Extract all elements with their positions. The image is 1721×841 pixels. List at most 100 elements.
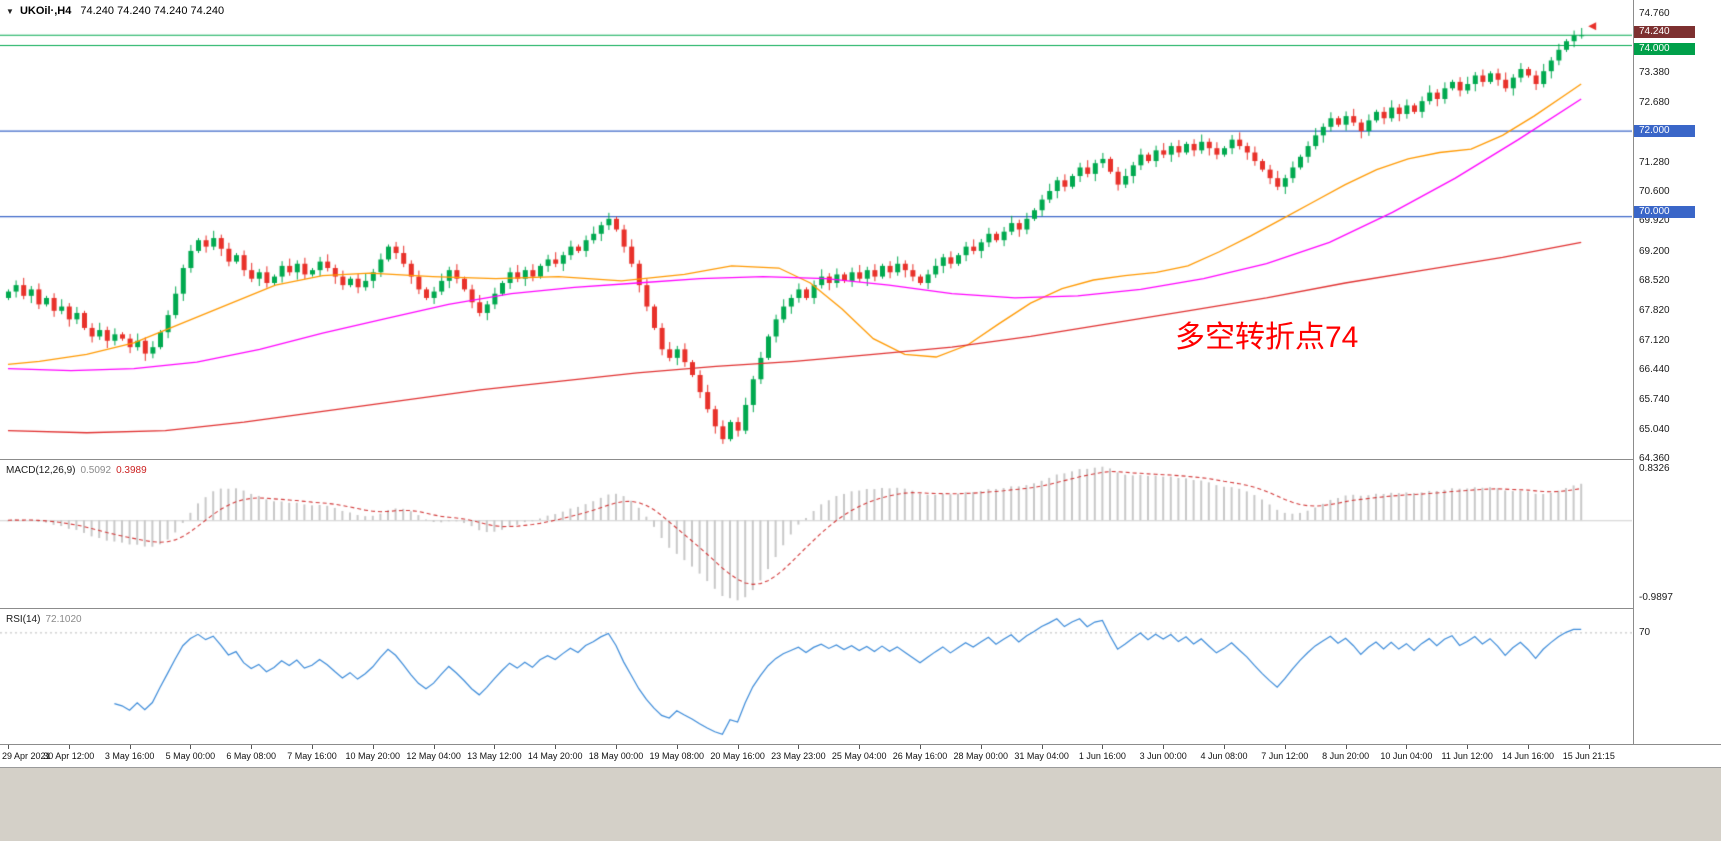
rsi-chart[interactable] bbox=[0, 609, 1632, 744]
time-axis-label: 7 Jun 12:00 bbox=[1261, 751, 1309, 761]
time-axis-label: 29 Apr 2021 bbox=[2, 751, 51, 761]
time-axis-label: 30 Apr 12:00 bbox=[43, 751, 95, 761]
price-chart-panel: ▼ UKOil·,H4 74.240 74.240 74.240 74.240 … bbox=[0, 0, 1632, 459]
price-axis-label: 65.740 bbox=[1639, 393, 1670, 405]
time-axis-tick bbox=[494, 745, 496, 749]
panel-divider bbox=[0, 744, 1721, 745]
time-axis-tick bbox=[433, 745, 435, 749]
time-axis-label: 14 May 20:00 bbox=[527, 751, 583, 761]
macd-main-value: 0.5092 bbox=[80, 465, 112, 476]
price-level-tag: 74.240 bbox=[1634, 26, 1695, 39]
window-bottom-strip bbox=[0, 767, 1721, 841]
time-axis-label: 18 May 00:00 bbox=[588, 751, 644, 761]
time-axis-tick bbox=[1467, 745, 1469, 749]
time-axis-tick bbox=[68, 745, 70, 749]
time-axis-label: 7 May 16:00 bbox=[287, 751, 337, 761]
time-axis-tick bbox=[251, 745, 253, 749]
rsi-label: RSI(14) 72.1020 bbox=[6, 614, 82, 625]
rsi-panel: RSI(14) 72.1020 bbox=[0, 609, 1632, 744]
symbol-header: ▼ UKOil·,H4 74.240 74.240 74.240 74.240 bbox=[6, 5, 224, 17]
price-axis-label: 70.600 bbox=[1639, 186, 1670, 197]
time-axis-label: 11 Jun 12:00 bbox=[1441, 751, 1493, 761]
time-axis-tick bbox=[372, 745, 374, 749]
time-axis-label: 6 May 08:00 bbox=[226, 751, 276, 761]
time-axis-label: 23 May 23:00 bbox=[771, 751, 826, 761]
time-axis-tick bbox=[8, 745, 9, 749]
time-axis-tick bbox=[798, 745, 800, 749]
time-axis[interactable]: 29 Apr 2021 30 Apr 12:00 3 May 16:00 5 May … bbox=[0, 745, 1721, 767]
time-axis-label: 15 Jun 21:15 bbox=[1562, 751, 1615, 761]
rsi-name: RSI(14) bbox=[6, 614, 41, 625]
ohlc-values: 74.240 74.240 74.240 74.240 bbox=[80, 5, 225, 17]
price-axis-label: 69.920 bbox=[1639, 215, 1670, 227]
time-axis-tick bbox=[1345, 745, 1347, 749]
time-axis-label: 1 Jun 16:00 bbox=[1078, 751, 1126, 761]
time-axis-tick bbox=[676, 745, 678, 749]
time-axis-label: 10 May 20:00 bbox=[345, 751, 401, 761]
time-axis-label: 20 May 16:00 bbox=[710, 751, 765, 761]
price-axis-label: 69.200 bbox=[1639, 245, 1670, 257]
macd-signal-value: 0.3989 bbox=[116, 465, 147, 476]
time-axis-tick bbox=[737, 745, 739, 749]
time-axis-tick bbox=[1041, 745, 1043, 749]
time-axis-tick bbox=[1224, 745, 1225, 749]
time-axis-tick bbox=[1588, 745, 1590, 749]
macd-axis-min: -0.9897 bbox=[1639, 592, 1673, 604]
price-axis-label: 67.120 bbox=[1639, 334, 1670, 346]
price-axis-label: 71.280 bbox=[1639, 156, 1670, 168]
price-level-tag: 70.000 bbox=[1634, 205, 1695, 218]
panel-divider[interactable] bbox=[0, 608, 1721, 609]
time-axis-label: 3 Jun 00:00 bbox=[1139, 751, 1187, 761]
price-axis-label: 66.440 bbox=[1639, 364, 1670, 375]
time-axis-tick bbox=[1528, 745, 1529, 749]
price-axis-label: 72.680 bbox=[1639, 97, 1670, 108]
time-axis-label: 13 May 12:00 bbox=[467, 751, 522, 761]
time-axis-label: 8 Jun 20:00 bbox=[1322, 751, 1370, 761]
time-axis-tick bbox=[920, 745, 921, 749]
price-axis-label: 64.360 bbox=[1639, 453, 1670, 464]
time-axis-label: 26 May 16:00 bbox=[892, 751, 948, 761]
time-axis-tick bbox=[616, 745, 617, 749]
time-axis-label: 19 May 08:00 bbox=[649, 751, 705, 761]
time-axis-label: 14 Jun 16:00 bbox=[1501, 751, 1555, 761]
price-level-tag: 74.000 bbox=[1634, 42, 1695, 55]
time-axis-tick bbox=[1163, 745, 1165, 749]
macd-axis-max: 0.8326 bbox=[1639, 462, 1670, 474]
price-axis-label: 68.520 bbox=[1639, 275, 1670, 286]
price-axis-label: 73.380 bbox=[1639, 67, 1670, 79]
time-axis-tick bbox=[555, 745, 557, 749]
time-axis-label: 10 Jun 04:00 bbox=[1380, 751, 1433, 761]
candlestick-chart[interactable] bbox=[0, 0, 1632, 459]
symbol-timeframe-label: UKOil·,H4 bbox=[19, 5, 72, 17]
time-axis-tick bbox=[859, 745, 861, 749]
time-axis-label: 25 May 04:00 bbox=[831, 751, 887, 761]
macd-label: MACD(12,26,9) 0.5092 0.3989 bbox=[6, 465, 147, 476]
time-axis-tick bbox=[1406, 745, 1408, 749]
time-axis-label: 12 May 04:00 bbox=[406, 751, 461, 761]
macd-name: MACD(12,26,9) bbox=[6, 465, 76, 476]
time-axis-tick bbox=[1102, 745, 1104, 749]
rsi-value: 72.1020 bbox=[45, 614, 82, 625]
chart-annotation-text[interactable]: 多空转折点74 bbox=[1175, 321, 1359, 354]
time-axis-label: 28 May 00:00 bbox=[953, 751, 1009, 761]
time-axis-tick bbox=[312, 745, 313, 749]
rsi-level-label: 70 bbox=[1639, 627, 1651, 639]
price-level-tag: 72.000 bbox=[1634, 125, 1695, 138]
time-axis-label: 31 May 04:00 bbox=[1014, 751, 1069, 761]
time-axis-tick bbox=[1284, 745, 1286, 749]
time-axis-tick bbox=[980, 745, 982, 749]
macd-chart[interactable] bbox=[0, 460, 1632, 607]
time-axis-tick bbox=[129, 745, 131, 749]
price-axis-label: 67.820 bbox=[1639, 304, 1670, 316]
time-axis-label: 5 May 00:00 bbox=[165, 751, 216, 761]
collapse-chart-icon[interactable]: ▼ bbox=[6, 7, 14, 16]
price-axis[interactable]: 74.760 73.380 72.680 71.280 70.600 69.920 69.2… bbox=[1633, 0, 1721, 744]
macd-panel: MACD(12,26,9) 0.5092 0.3989 bbox=[0, 460, 1632, 607]
panel-divider[interactable] bbox=[0, 459, 1721, 460]
time-axis-label: 4 Jun 08:00 bbox=[1200, 751, 1248, 761]
time-axis-tick bbox=[190, 745, 192, 749]
time-axis-label: 3 May 16:00 bbox=[104, 751, 155, 761]
price-axis-label: 65.040 bbox=[1639, 423, 1670, 435]
price-axis-label: 74.760 bbox=[1639, 8, 1670, 19]
